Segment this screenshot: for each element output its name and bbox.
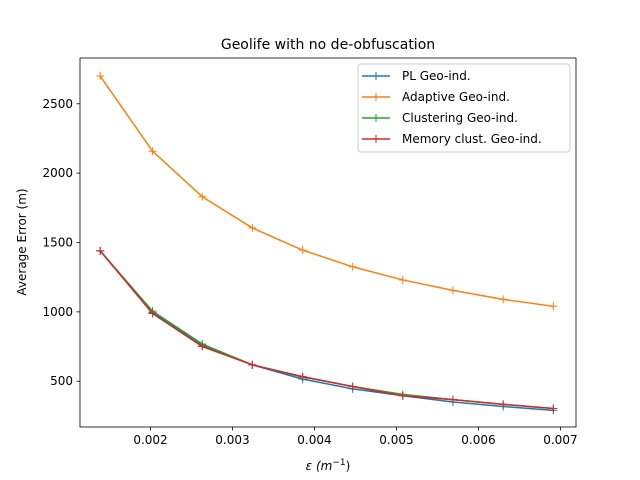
legend-entry-pl-geo-ind: PL Geo-ind. (362, 69, 471, 83)
legend-marker (372, 114, 380, 122)
data-point-marker (148, 309, 157, 318)
series-line (99, 250, 554, 410)
data-point-marker (448, 395, 457, 404)
data-point-marker (398, 391, 407, 400)
data-point-marker (248, 360, 257, 369)
data-point-marker (96, 72, 105, 81)
legend-marker (372, 72, 380, 80)
data-point-marker (298, 246, 307, 255)
x-axis-ticks: 0.002 0.003 0.004 0.005 0.006 0.007 (133, 427, 578, 447)
y-tick-label: 1000 (42, 305, 73, 319)
series-adaptive-geo-ind (96, 72, 558, 311)
data-point-marker (148, 147, 157, 156)
data-point-marker (549, 302, 558, 311)
series-line (99, 250, 554, 412)
data-point-marker (549, 404, 558, 413)
legend-entry-clustering-geo-ind: Clustering Geo-ind. (362, 111, 518, 125)
y-axis-label: Average Error (m) (15, 188, 29, 295)
y-tick-label: 500 (50, 374, 73, 388)
y-tick-label: 2000 (42, 166, 73, 180)
series-line (99, 75, 554, 308)
x-tick-label: 0.004 (297, 433, 331, 447)
data-point-marker (499, 400, 508, 409)
x-tick-label: 0.005 (379, 433, 413, 447)
x-tick-label: 0.007 (543, 433, 577, 447)
data-point-marker (248, 223, 257, 232)
legend-marker (372, 93, 380, 101)
x-axis-label: ε (m−1) (306, 458, 351, 473)
y-tick-label: 2500 (42, 97, 73, 111)
series-layer (96, 72, 558, 415)
chart-title: Geolife with no de-obfuscation (221, 37, 435, 53)
data-point-marker (198, 192, 207, 201)
data-point-marker (298, 372, 307, 381)
legend-entry-adaptive-geo-ind: Adaptive Geo-ind. (362, 90, 510, 104)
x-axis-label-close: ) (346, 459, 351, 473)
x-tick-label: 0.003 (215, 433, 249, 447)
series-memory-clust-geo-ind (96, 246, 558, 413)
data-point-marker (96, 246, 105, 255)
legend-frame (357, 63, 571, 153)
legend-marker (372, 135, 380, 143)
legend-label: Adaptive Geo-ind. (402, 90, 510, 104)
data-point-marker (348, 382, 357, 391)
plot-area-frame (79, 57, 577, 428)
data-point-marker (198, 342, 207, 351)
data-point-marker (348, 262, 357, 271)
legend-entry-memory-clust-geo-ind: Memory clust. Geo-ind. (362, 132, 542, 146)
legend-label: Clustering Geo-ind. (402, 111, 518, 125)
legend: PL Geo-ind. Adaptive Geo-ind. Clustering G… (357, 63, 571, 153)
x-tick-label: 0.006 (461, 433, 495, 447)
x-tick-label: 0.002 (133, 433, 167, 447)
x-axis-label-superscript: −1 (332, 458, 345, 468)
y-tick-label: 1500 (42, 236, 73, 250)
data-point-marker (448, 286, 457, 295)
data-point-marker (398, 275, 407, 284)
x-axis-label-main: ε (m (306, 459, 333, 473)
legend-label: Memory clust. Geo-ind. (402, 132, 542, 146)
legend-label: PL Geo-ind. (402, 69, 471, 83)
data-point-marker (499, 295, 508, 304)
y-axis-ticks: 500 1000 1500 2000 2500 (42, 97, 80, 388)
